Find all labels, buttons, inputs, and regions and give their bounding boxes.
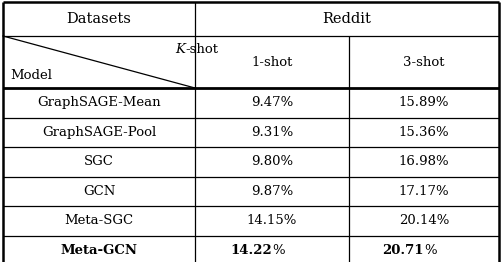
Text: Meta-GCN: Meta-GCN — [61, 244, 137, 257]
Text: 9.87%: 9.87% — [250, 185, 293, 198]
Text: 1-shot: 1-shot — [251, 56, 292, 68]
Text: %: % — [272, 244, 284, 257]
Text: GraphSAGE-Mean: GraphSAGE-Mean — [37, 96, 160, 109]
Text: 3-shot: 3-shot — [402, 56, 444, 68]
Text: 9.31%: 9.31% — [250, 126, 293, 139]
Text: 15.89%: 15.89% — [398, 96, 448, 109]
Text: 15.36%: 15.36% — [398, 126, 448, 139]
Text: 14.22: 14.22 — [230, 244, 272, 257]
Text: K: K — [175, 43, 185, 56]
Text: 9.47%: 9.47% — [250, 96, 293, 109]
Text: SGC: SGC — [84, 155, 114, 168]
Text: Datasets: Datasets — [67, 12, 131, 26]
Text: 9.80%: 9.80% — [250, 155, 293, 168]
Text: 16.98%: 16.98% — [398, 155, 448, 168]
Text: 14.15%: 14.15% — [246, 214, 297, 227]
Text: 17.17%: 17.17% — [398, 185, 448, 198]
Text: %: % — [423, 244, 436, 257]
Text: -shot: -shot — [185, 43, 218, 56]
Text: 20.14%: 20.14% — [398, 214, 448, 227]
Text: GCN: GCN — [83, 185, 115, 198]
Text: Meta-SGC: Meta-SGC — [64, 214, 133, 227]
Text: Reddit: Reddit — [322, 12, 371, 26]
Text: Model: Model — [10, 69, 52, 82]
Text: GraphSAGE-Pool: GraphSAGE-Pool — [42, 126, 156, 139]
Text: 20.71: 20.71 — [382, 244, 423, 257]
